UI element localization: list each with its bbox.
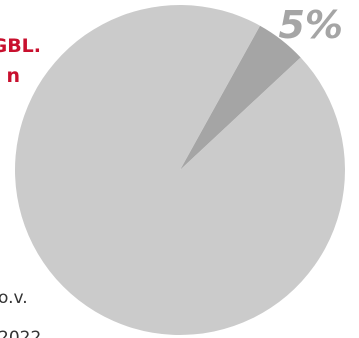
pie-slice: [14, 4, 346, 336]
source-text: 2022: [0, 328, 41, 338]
note-text: GBL.: [0, 35, 41, 57]
pie-slice: [180, 25, 301, 171]
pie: [14, 4, 346, 336]
source-text: o.v.: [0, 288, 28, 308]
note-text: n: [6, 65, 20, 87]
data-label: 5%: [278, 3, 343, 47]
